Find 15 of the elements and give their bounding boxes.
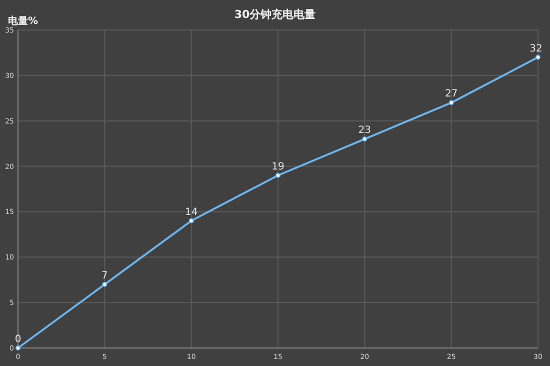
point	[276, 172, 280, 178]
point	[16, 346, 20, 350]
point	[536, 54, 540, 60]
data-label: 27	[444, 88, 458, 100]
data-label: 23	[358, 125, 372, 136]
point	[188, 218, 194, 224]
data-label: 14	[184, 206, 198, 218]
data-label: 32	[530, 43, 542, 54]
point	[448, 100, 454, 106]
point	[362, 136, 368, 142]
data-label: 7	[101, 270, 108, 282]
y-axis-title: 电量%	[8, 15, 38, 27]
chart-title: 30分钟充电电量	[234, 8, 316, 21]
point	[102, 282, 108, 287]
data-label: 19	[272, 161, 284, 172]
